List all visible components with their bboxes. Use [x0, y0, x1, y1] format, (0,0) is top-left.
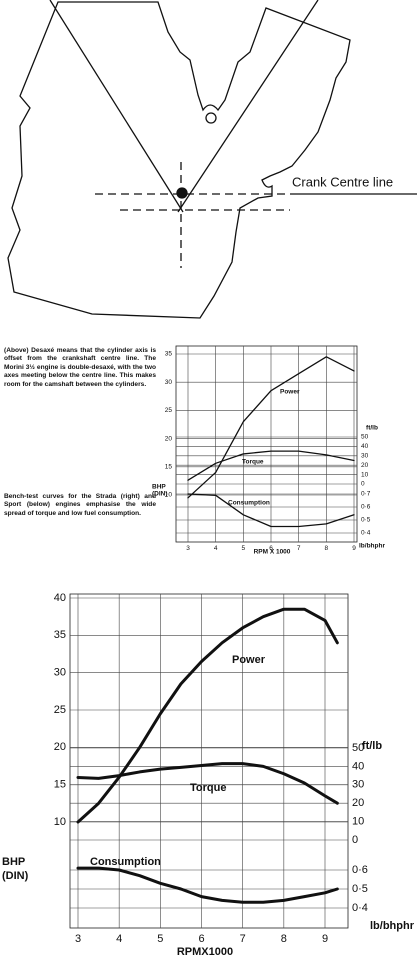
- series-line: [187, 493, 355, 528]
- y2-tick-label: 0: [361, 481, 365, 488]
- y2-tick-label: 40: [352, 760, 364, 772]
- y-tick-label: 40: [54, 592, 66, 604]
- y-tick-label: 15: [165, 464, 173, 471]
- y2-tick-label: 50: [352, 742, 364, 754]
- y-tick-label: 25: [54, 704, 66, 716]
- y2-tick-label: 0: [352, 834, 358, 846]
- crankcase-diagram: [7, 0, 417, 319]
- y2-tick-label: 40: [361, 443, 369, 450]
- y2-axis-label: ft/lb: [362, 740, 382, 752]
- y2-axis-label: ft/lb: [366, 425, 378, 432]
- y-tick-label: 30: [54, 667, 66, 679]
- y-tick-label: 15: [54, 779, 66, 791]
- y2-tick-label: 10: [352, 816, 364, 828]
- y-tick-label: 35: [54, 629, 66, 641]
- y-tick-label: 10: [54, 816, 66, 828]
- x-tick-label: 8: [325, 545, 329, 552]
- series-line: [187, 450, 355, 481]
- y3-tick-label: 0·4: [361, 530, 371, 537]
- x-tick-label: 6: [198, 933, 204, 945]
- y3-tick-label: 0·5: [352, 883, 368, 895]
- x-tick-label: 3: [75, 933, 81, 945]
- y-axis-label: (DIN): [152, 491, 168, 498]
- crankcase-outline: [7, 1, 351, 319]
- y-tick-label: 20: [165, 435, 173, 442]
- series-label: Consumption: [90, 856, 161, 868]
- y-axis-label: BHP: [152, 484, 166, 491]
- y2-tick-label: 20: [352, 797, 364, 809]
- series-line: [76, 762, 339, 805]
- cylinder-axis: [177, 0, 319, 213]
- y2-tick-label: 30: [361, 453, 369, 460]
- x-tick-label: 4: [214, 545, 218, 552]
- y3-tick-label: 0·4: [352, 902, 368, 914]
- x-tick-label: 8: [281, 933, 287, 945]
- x-tick-label: 7: [240, 933, 246, 945]
- y-axis-label: BHP: [2, 856, 25, 868]
- x-tick-label: 7: [297, 545, 301, 552]
- crank-centre: [176, 187, 188, 199]
- x-tick-label: 6: [269, 545, 273, 552]
- series-line: [76, 607, 339, 824]
- y-tick-label: 20: [54, 741, 66, 753]
- x-tick-label: 5: [157, 933, 163, 945]
- y-tick-label: 35: [165, 351, 173, 358]
- series-label: Consumption: [228, 500, 270, 507]
- x-axis-label: RPM X 1000: [254, 549, 291, 556]
- y2-tick-label: 20: [361, 462, 369, 469]
- y-tick-label: 25: [165, 407, 173, 414]
- x-tick-label: 9: [352, 545, 356, 552]
- series-label: Torque: [242, 459, 264, 466]
- y2-tick-label: 50: [361, 434, 369, 441]
- y-tick-label: 10: [165, 492, 173, 499]
- caption: Bench-test curves for the Strada (right)…: [4, 493, 156, 517]
- y3-tick-label: 0·7: [361, 491, 371, 498]
- notch: [205, 112, 217, 124]
- diagram-label: Crank Centre line: [292, 174, 393, 189]
- series-line: [76, 866, 339, 904]
- x-axis-label: RPMX1000: [177, 946, 233, 958]
- y3-tick-label: 0·5: [361, 517, 371, 524]
- y2-tick-label: 30: [352, 779, 364, 791]
- y3-tick-label: 0·6: [361, 504, 371, 511]
- plot-frame: [69, 593, 349, 929]
- series-label: Power: [232, 654, 266, 666]
- x-tick-label: 4: [116, 933, 122, 945]
- series-label: Torque: [190, 782, 226, 794]
- caption: (Above) Desaxé means that the cylinder a…: [4, 347, 156, 388]
- series-line: [187, 356, 355, 499]
- cylinder-axis: [49, 0, 184, 213]
- series-label: Power: [280, 389, 300, 396]
- plot-frame: [175, 345, 358, 543]
- x-tick-label: 3: [186, 545, 190, 552]
- y3-axis-label: lb/bhphr: [359, 543, 385, 550]
- y3-tick-label: 0·6: [352, 864, 368, 876]
- y-axis-label: (DIN): [2, 870, 29, 882]
- y3-axis-label: lb/bhphr: [370, 920, 415, 932]
- y-tick-label: 30: [165, 379, 173, 386]
- x-tick-label: 5: [242, 545, 246, 552]
- y2-tick-label: 10: [361, 471, 369, 478]
- x-tick-label: 9: [322, 933, 328, 945]
